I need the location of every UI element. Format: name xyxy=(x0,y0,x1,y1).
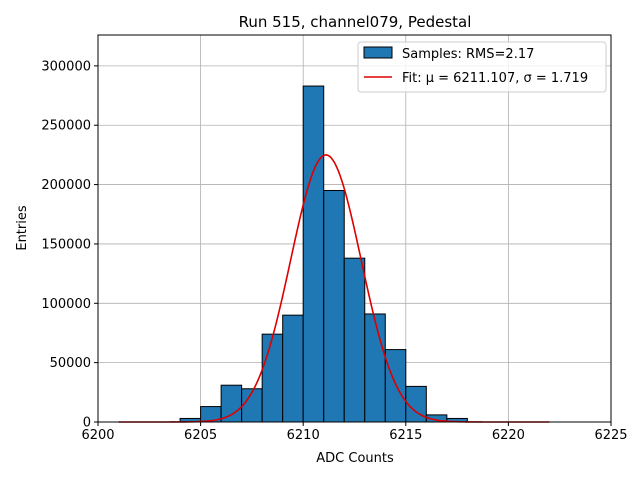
x-tick-label: 6220 xyxy=(492,428,525,443)
histogram-bars xyxy=(179,85,468,423)
y-axis-label: Entries xyxy=(15,205,30,251)
y-tick-label: 300000 xyxy=(41,59,91,74)
histogram-bar xyxy=(384,349,407,423)
chart-title: Run 515, channel079, Pedestal xyxy=(239,13,472,31)
plot-frame xyxy=(97,34,612,423)
histogram-bar xyxy=(282,314,304,423)
x-tick-label: 6205 xyxy=(184,428,217,443)
x-axis-ticks: 6200 6205 6210 6215 6220 6225 xyxy=(81,422,628,443)
legend-fit-label: Fit: μ = 6211.107, σ = 1.719 xyxy=(402,71,588,86)
histogram-bar xyxy=(220,384,243,423)
legend-box xyxy=(357,41,607,93)
legend-samples-label: Samples: RMS=2.17 xyxy=(402,47,534,62)
histogram-bar xyxy=(323,190,345,423)
y-tick-label: 200000 xyxy=(41,178,91,193)
y-tick-label: 150000 xyxy=(41,237,91,252)
y-tick-label: 250000 xyxy=(41,119,91,134)
x-tick-label: 6225 xyxy=(594,428,627,443)
y-tick-label: 50000 xyxy=(50,356,91,371)
x-axis-label: ADC Counts xyxy=(316,451,394,466)
y-axis-ticks: 0 50000 100000 150000 200000 250000 300000 xyxy=(41,59,98,431)
legend-samples-swatch xyxy=(363,46,393,59)
histogram-bar xyxy=(364,313,386,423)
histogram-bar xyxy=(261,333,284,423)
x-tick-label: 6210 xyxy=(287,428,320,443)
histogram-bar xyxy=(302,85,325,423)
x-tick-label: 6200 xyxy=(81,428,114,443)
y-tick-label: 100000 xyxy=(41,297,91,312)
y-tick-label: 0 xyxy=(83,416,91,431)
legend: Samples: RMS=2.17 Fit: μ = 6211.107, σ =… xyxy=(357,41,607,93)
x-tick-label: 6215 xyxy=(389,428,422,443)
histogram-bar xyxy=(343,257,366,423)
